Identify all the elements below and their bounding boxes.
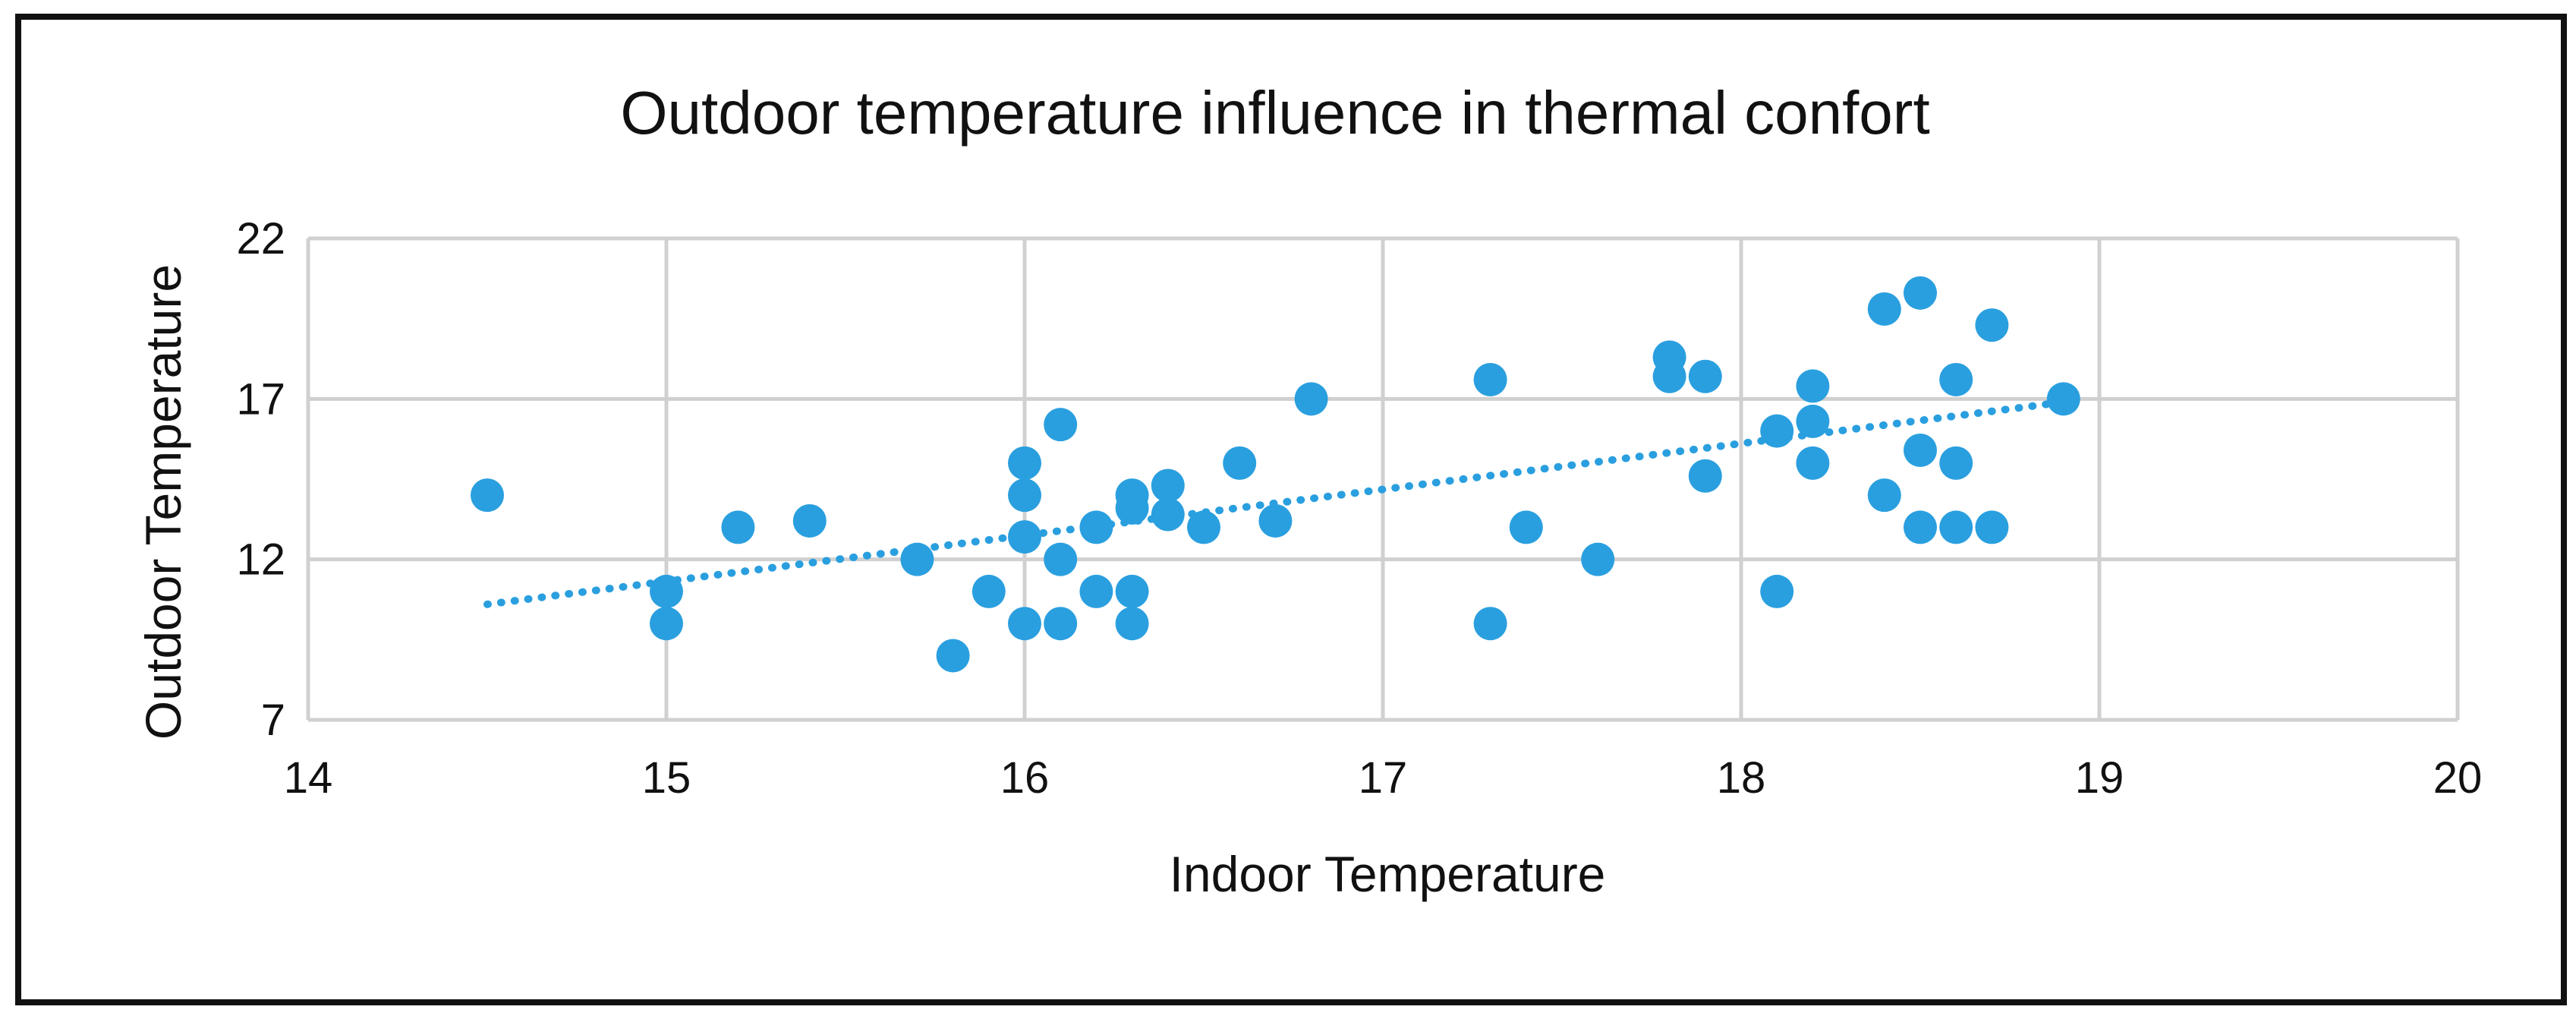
data-point <box>1079 510 1113 544</box>
x-tick-label: 19 <box>2075 753 2124 803</box>
data-point <box>1509 510 1543 544</box>
data-point <box>1115 574 1149 608</box>
chart-frame: 14 15 16 17 18 19 20 7 12 17 22 Outdoor temperatur… <box>15 14 2567 1005</box>
data-point <box>1796 369 1830 403</box>
data-point <box>972 574 1006 608</box>
data-point <box>1115 607 1149 641</box>
tick-labels: 14 15 16 17 18 19 20 7 12 17 22 <box>236 214 2482 803</box>
data-point <box>1044 607 1078 641</box>
data-point <box>1688 459 1722 493</box>
data-point <box>1939 446 1973 480</box>
data-point <box>1473 607 1507 641</box>
data-point <box>471 478 504 513</box>
data-point <box>1473 362 1507 396</box>
y-tick-label: 12 <box>236 535 285 585</box>
data-point <box>1796 404 1830 438</box>
y-axis-title: Outdoor Temperature <box>135 264 191 740</box>
x-tick-label: 20 <box>2433 753 2483 803</box>
data-point <box>1760 414 1794 448</box>
data-point <box>1867 292 1901 326</box>
data-point <box>1079 574 1113 608</box>
x-tick-label: 15 <box>642 753 691 803</box>
points-layer <box>471 276 2080 673</box>
data-point <box>792 503 827 538</box>
chart-title: Outdoor temperature influence in thermal… <box>620 79 1929 147</box>
data-point <box>1975 510 2009 544</box>
x-tick-label: 18 <box>1717 753 1766 803</box>
grid-layer <box>306 236 2460 722</box>
data-point <box>1652 359 1686 393</box>
data-point <box>1688 359 1722 393</box>
data-point <box>1044 542 1078 576</box>
data-point <box>1294 382 1328 416</box>
data-point <box>1939 362 1973 396</box>
data-point <box>650 607 683 641</box>
y-tick-label: 17 <box>236 374 285 424</box>
data-point <box>1223 446 1257 480</box>
data-point <box>2046 382 2080 416</box>
data-point <box>1151 497 1185 532</box>
trendline <box>483 398 2067 608</box>
data-point <box>1151 469 1185 503</box>
x-tick-label: 14 <box>284 753 333 803</box>
x-axis-title: Indoor Temperature <box>1170 846 1606 902</box>
data-point <box>1008 607 1041 641</box>
data-point <box>1115 491 1149 525</box>
data-point <box>936 639 970 673</box>
x-tick-label: 16 <box>1000 753 1050 803</box>
data-point <box>1258 503 1293 538</box>
data-point <box>1867 478 1901 513</box>
data-point <box>1904 433 1937 467</box>
y-tick-label: 7 <box>261 696 285 745</box>
data-point <box>1008 478 1041 513</box>
data-point <box>1760 574 1794 608</box>
data-point <box>900 542 934 576</box>
data-point <box>1044 408 1078 442</box>
data-point <box>721 510 755 544</box>
data-point <box>1187 510 1220 544</box>
chart-canvas: 14 15 16 17 18 19 20 7 12 17 22 Outdoor temperatur… <box>135 79 2482 902</box>
x-tick-label: 17 <box>1359 753 1408 803</box>
data-point <box>1939 510 1973 544</box>
data-point <box>650 574 683 608</box>
data-point <box>1008 446 1041 480</box>
data-point <box>1975 308 2009 342</box>
data-point <box>1008 520 1041 554</box>
trendline-layer <box>483 398 2067 608</box>
data-point <box>1904 276 1937 310</box>
data-point <box>1796 446 1830 480</box>
data-point <box>1904 510 1937 544</box>
y-tick-label: 22 <box>236 214 285 263</box>
data-point <box>1581 542 1615 576</box>
